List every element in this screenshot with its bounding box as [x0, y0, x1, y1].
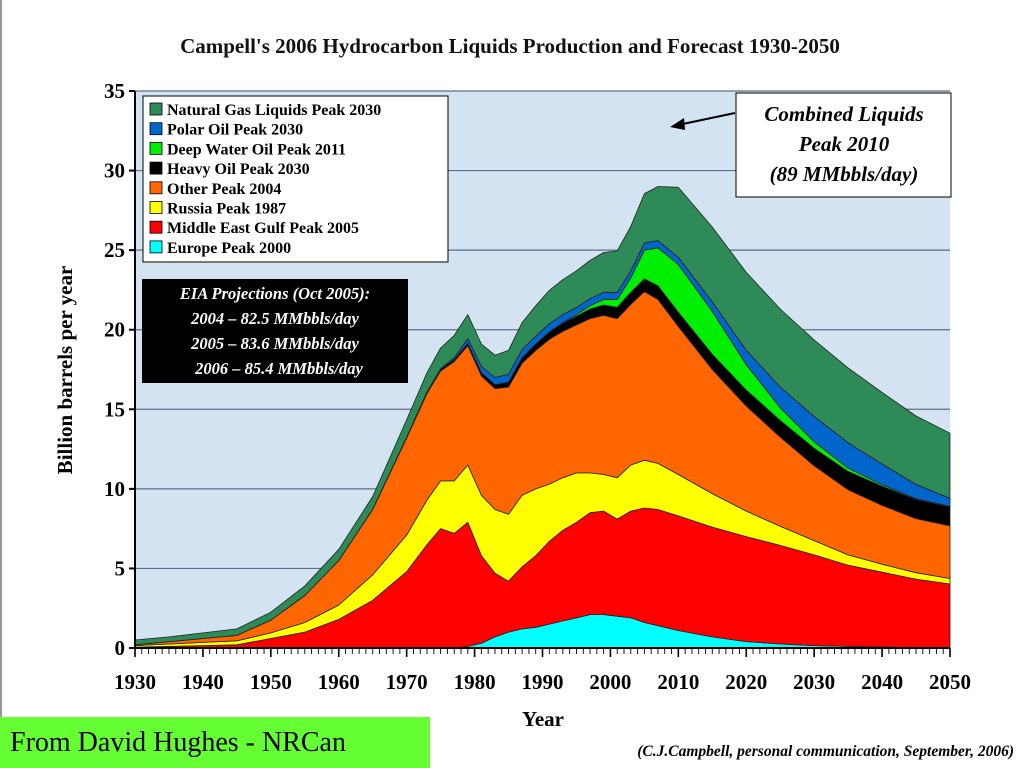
legend: Natural Gas Liquids Peak 2030 Polar Oil P…: [142, 95, 449, 263]
x-tick-label: 1980: [454, 670, 496, 694]
legend-label: Heavy Oil Peak 2030: [167, 161, 310, 178]
peak-arrow-line: [677, 112, 736, 126]
axes: 0 5 10 15 20 25 30 35 1930 1940 1950 1960 1970 1980 19…: [104, 79, 971, 694]
legend-swatch: [149, 141, 163, 155]
x-tick-label: 2050: [929, 670, 971, 694]
x-axis-label: Year: [522, 707, 564, 731]
eia-line: 2006 – 85.4 MMbbls/day: [194, 359, 363, 378]
peak-line: Combined Liquids: [764, 102, 923, 126]
legend-label: Europe Peak 2000: [167, 240, 291, 257]
legend-swatch: [149, 240, 163, 254]
x-tick-label: 1940: [182, 670, 224, 694]
y-tick-label: 20: [104, 318, 125, 342]
peak-arrow-head: [670, 118, 685, 130]
legend-swatch: [149, 102, 163, 116]
legend-swatch: [149, 181, 163, 195]
legend-swatch: [149, 201, 163, 214]
x-tick-label: 2000: [589, 670, 631, 694]
y-tick-label: 30: [104, 159, 125, 183]
x-tick-label: 2040: [861, 670, 903, 694]
legend-label: Russia Peak 1987: [167, 201, 286, 218]
x-tick-label: 1950: [250, 670, 292, 694]
legend-label: Polar Oil Peak 2030: [167, 122, 303, 139]
x-tick-label: 1970: [386, 670, 428, 694]
legend-swatch: [149, 220, 163, 234]
y-tick-label: 15: [104, 397, 125, 421]
x-tick-label: 1930: [114, 670, 156, 694]
x-tick-label: 1960: [318, 670, 360, 694]
eia-line: 2004 – 82.5 MMbbls/day: [190, 309, 359, 328]
source-note: (C.J.Campbell, personal communication, S…: [637, 743, 1014, 760]
legend-label: Other Peak 2004: [167, 181, 281, 198]
peak-box: [735, 92, 952, 198]
area-natural-gas-liquids-peak-2030: [134, 186, 951, 646]
eia-box-bg: [142, 279, 408, 383]
y-axis-label: Billion barrels per year: [53, 266, 77, 475]
combined-peak-callout: Combined Liquids Peak 2010 (89 MMbbls/da…: [670, 92, 952, 198]
y-tick-label: 5: [115, 556, 126, 580]
eia-line: EIA Projections (Oct 2005):: [179, 284, 370, 303]
credit-text: From David Hughes - NRCan: [10, 726, 346, 758]
y-tick-label: 25: [104, 238, 125, 262]
legend-items: Natural Gas Liquids Peak 2030 Polar Oil P…: [149, 102, 381, 257]
legend-swatch: [149, 122, 163, 136]
y-tick-label: 10: [104, 477, 125, 501]
eia-line: 2005 – 83.6 MMbbls/day: [190, 334, 359, 353]
x-tick-label: 1990: [522, 670, 564, 694]
eia-projections-box: EIA Projections (Oct 2005): 2004 – 82.5 …: [142, 279, 408, 383]
x-tick-label: 2010: [657, 670, 699, 694]
frame-border: [0, 0, 2, 768]
y-tick-label: 35: [104, 79, 125, 103]
legend-label: Middle East Gulf Peak 2005: [167, 220, 359, 237]
peak-line: Peak 2010: [798, 132, 890, 156]
legend-box: [142, 95, 449, 263]
credit-banner: From David Hughes - NRCan: [0, 717, 430, 768]
legend-label: Natural Gas Liquids Peak 2030: [167, 102, 381, 119]
chart-title: Campell's 2006 Hydrocarbon Liquids Produ…: [180, 34, 840, 58]
legend-swatch: [149, 161, 163, 175]
x-tick-label: 2020: [725, 670, 767, 694]
legend-label: Deep Water Oil Peak 2011: [167, 141, 346, 158]
x-tick-label: 2030: [793, 670, 835, 694]
peak-line: (89 MMbbls/day): [770, 162, 919, 186]
y-tick-label: 0: [115, 636, 126, 660]
